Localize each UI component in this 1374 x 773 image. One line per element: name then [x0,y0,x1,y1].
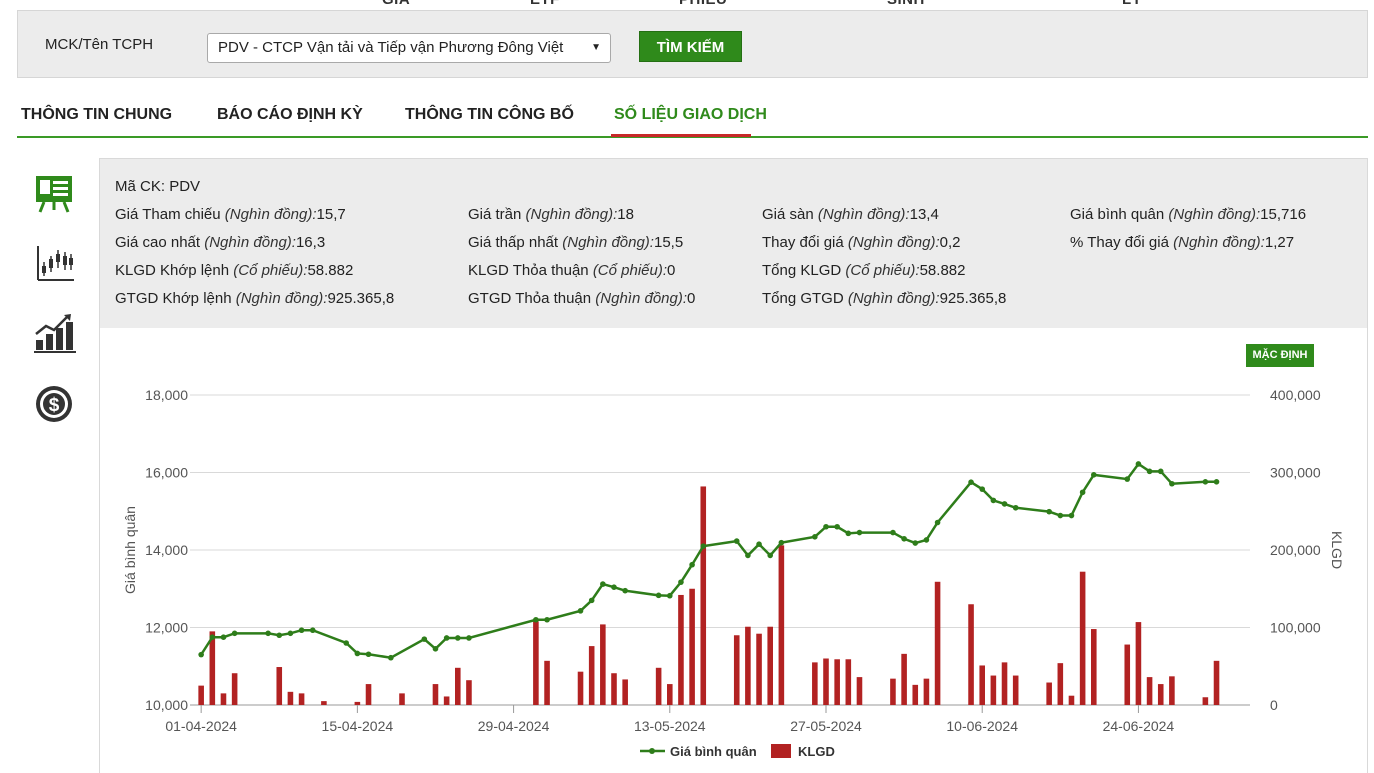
info-label: KLGD Khớp lệnh [115,262,230,279]
top-nav: GIÁ ETF PHIẾU SINH LÝ [0,0,1374,10]
info-cell: Giá cao nhất (Nghìn đồng):16,3 [115,234,325,251]
info-unit: (Nghìn đồng): [1168,206,1261,223]
info-unit: (Nghìn đồng): [1173,234,1265,251]
info-unit: (Cổ phiếu): [233,262,308,279]
info-unit: (Nghìn đồng): [204,234,296,251]
info-cell: Tổng GTGD (Nghìn đồng):925.365,8 [762,290,1006,307]
info-cell: GTGD Thỏa thuận (Nghìn đồng):0 [468,290,695,307]
info-label: Giá thấp nhất [468,234,559,251]
info-label: Giá cao nhất [115,234,201,251]
chevron-down-icon: ▼ [591,42,601,53]
stock-code-row: Mã CK: PDV [115,178,200,195]
tab-disclosure[interactable]: THÔNG TIN CÔNG BỐ [405,106,574,123]
info-label: KLGD Thỏa thuận [468,262,589,279]
dollar-circle-icon[interactable]: $ [30,382,78,426]
top-nav-item[interactable]: LÝ [1122,0,1142,8]
tab-trading-data[interactable]: SỐ LIỆU GIAO DỊCH [614,106,767,123]
search-bar: MCK/Tên TCPH PDV - CTCP Vận tải và Tiếp … [17,10,1368,78]
info-cell: Tổng KLGD (Cổ phiếu):58.882 [762,262,965,279]
info-value: 18 [617,206,634,223]
search-button[interactable]: TÌM KIẾM [639,31,742,62]
presentation-icon[interactable] [30,170,78,214]
svg-text:$: $ [49,395,60,416]
chart-area [99,328,1368,773]
stock-select-value: PDV - CTCP Vận tải và Tiếp vận Phương Đô… [218,39,564,56]
info-unit: (Nghìn đồng): [562,234,654,251]
info-label: Tổng GTGD [762,290,844,307]
info-label: GTGD Khớp lệnh [115,290,232,307]
growth-bars-icon[interactable] [30,312,78,356]
info-unit: (Nghìn đồng): [595,290,688,307]
info-value: 925.365,8 [939,290,1007,307]
stock-select[interactable]: PDV - CTCP Vận tải và Tiếp vận Phương Đô… [207,33,611,63]
info-cell: Giá thấp nhất (Nghìn đồng):15,5 [468,234,683,251]
info-value: 1,27 [1264,234,1295,251]
trading-info-panel: Mã CK: PDV Giá Tham chiếu (Nghìn đồng):1… [99,158,1368,328]
info-unit: (Nghìn đồng): [224,206,317,223]
stock-code-value: PDV [169,178,201,195]
info-cell: KLGD Thỏa thuận (Cổ phiếu):0 [468,262,675,279]
info-label: Thay đổi giá [762,234,844,251]
top-nav-item[interactable]: SINH [887,0,925,8]
info-label: Tổng KLGD [762,262,842,279]
tab-general-info[interactable]: THÔNG TIN CHUNG [21,106,173,123]
candlestick-chart-icon[interactable] [30,242,78,286]
top-nav-item[interactable]: GIÁ [382,0,410,8]
info-label: Giá sàn [762,206,814,223]
info-value: 58.882 [919,262,966,279]
active-tab-underline [611,134,751,137]
info-label: Giá bình quân [1070,206,1165,223]
info-value: 0 [667,262,676,279]
info-unit: (Nghìn đồng): [817,206,910,223]
info-value: 13,4 [909,206,939,223]
info-value: 0,2 [939,234,961,251]
default-view-button[interactable]: MẶC ĐỊNH [1246,344,1314,367]
info-value: 925.365,8 [327,290,395,307]
info-cell: Thay đổi giá (Nghìn đồng):0,2 [762,234,960,251]
info-value: 15,716 [1260,206,1307,223]
info-unit: (Cổ phiếu): [845,262,920,279]
info-cell: Giá bình quân (Nghìn đồng):15,716 [1070,206,1306,223]
info-unit: (Nghìn đồng): [847,290,940,307]
tab-bar: THÔNG TIN CHUNG BÁO CÁO ĐỊNH KỲ THÔNG TI… [17,96,1368,138]
info-value: 15,7 [316,206,346,223]
info-unit: (Nghìn đồng): [525,206,618,223]
info-label: % Thay đổi giá [1070,234,1169,251]
top-nav-item[interactable]: PHIẾU [679,0,727,8]
info-cell: Giá sàn (Nghìn đồng):13,4 [762,206,939,223]
info-unit: (Cổ phiếu): [592,262,668,279]
info-unit: (Nghìn đồng): [235,290,328,307]
info-cell: Giá Tham chiếu (Nghìn đồng):15,7 [115,206,346,223]
info-label: Giá Tham chiếu [115,206,221,223]
info-value: 0 [687,290,696,307]
info-value: 15,5 [653,234,684,251]
top-nav-item[interactable]: ETF [530,0,560,8]
search-label: MCK/Tên TCPH [45,36,154,53]
stock-code-label: Mã CK: [115,178,166,195]
info-unit: (Nghìn đồng): [847,234,940,251]
info-cell: % Thay đổi giá (Nghìn đồng):1,27 [1070,234,1294,251]
info-cell: Giá trần (Nghìn đồng):18 [468,206,634,223]
tab-periodic-report[interactable]: BÁO CÁO ĐỊNH KỲ [217,106,363,123]
info-cell: GTGD Khớp lệnh (Nghìn đồng):925.365,8 [115,290,394,307]
info-value: 16,3 [295,234,326,251]
info-label: Giá trần [468,206,522,223]
info-value: 58.882 [307,262,354,279]
info-label: GTGD Thỏa thuận [468,290,592,307]
info-cell: KLGD Khớp lệnh (Cổ phiếu):58.882 [115,262,353,279]
